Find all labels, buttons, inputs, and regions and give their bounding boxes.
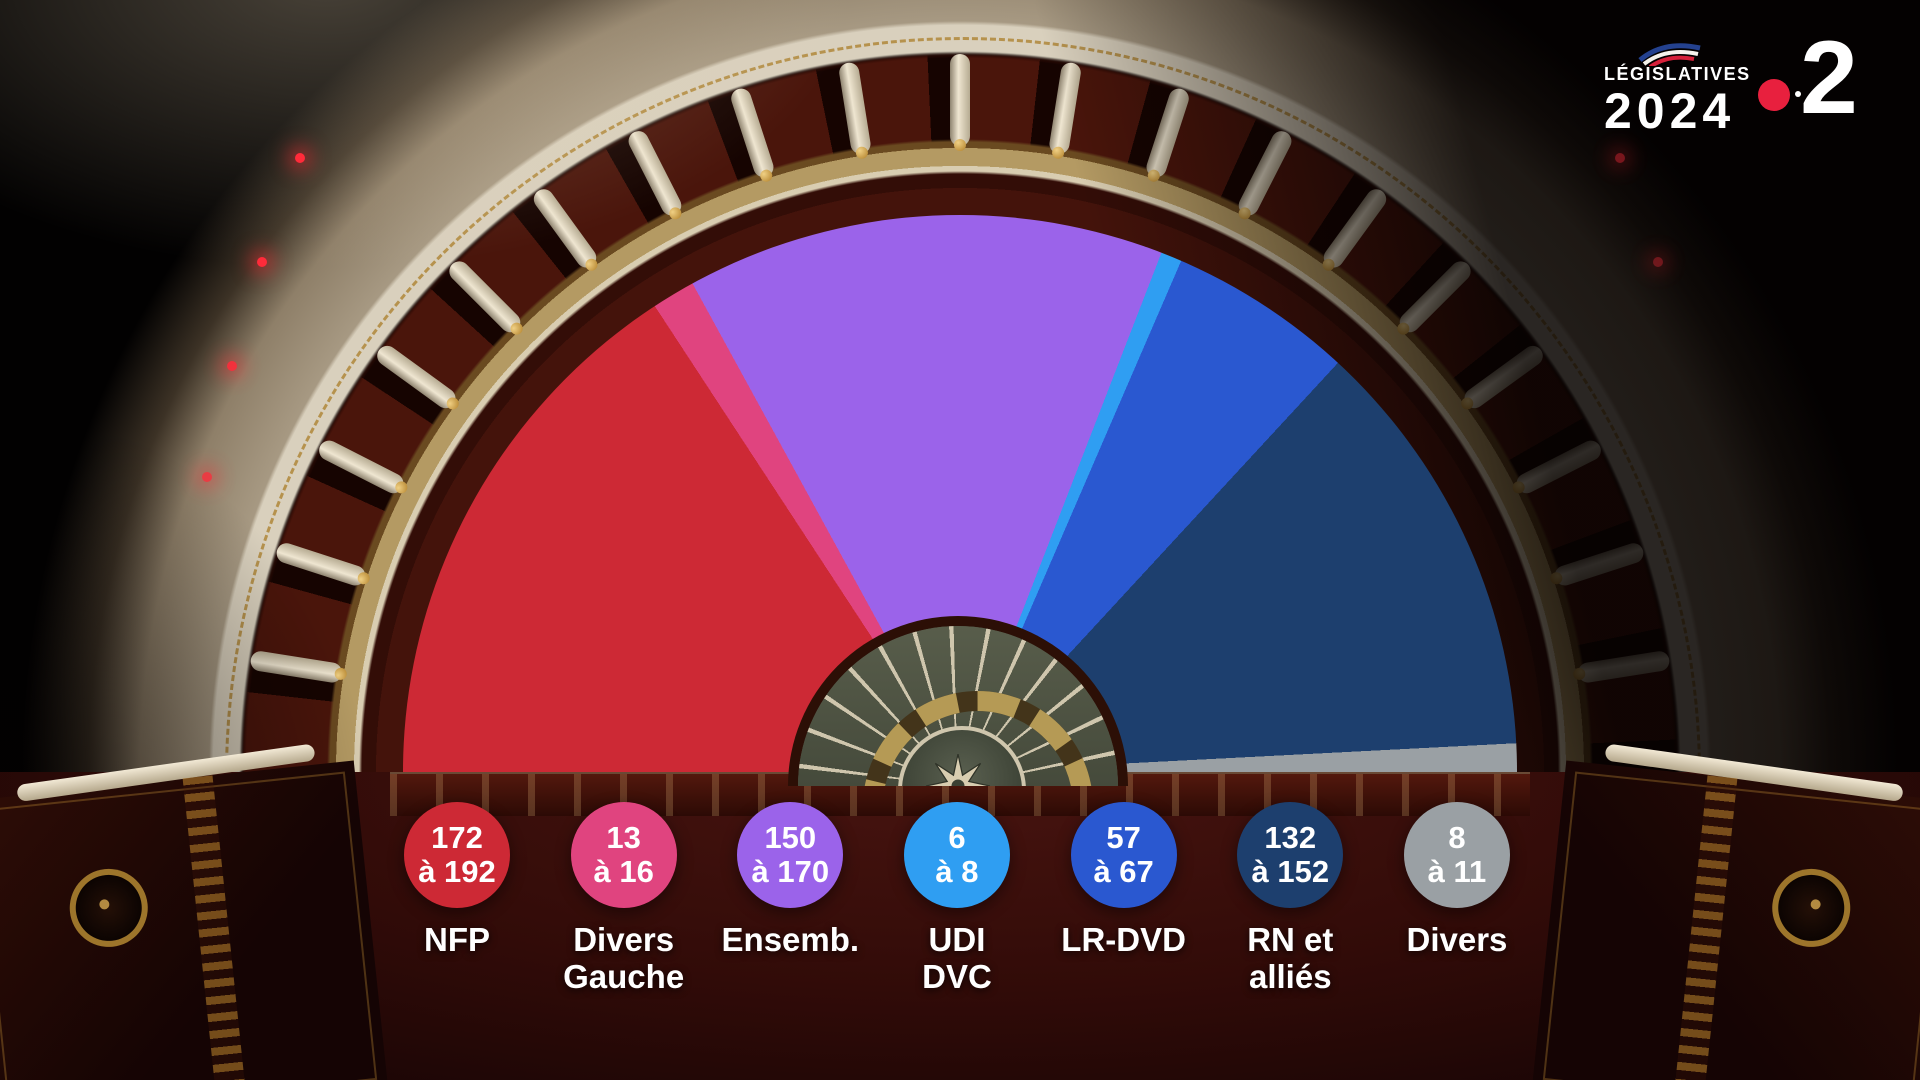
seat-range-min: 6: [948, 820, 966, 855]
red-lamp-icon: [1615, 153, 1625, 163]
party-label-line: Gauche: [563, 958, 685, 995]
party-label: RN et alliés: [1247, 921, 1333, 995]
party-label-line: LR-DVD: [1061, 921, 1186, 958]
party-label-line: Ensemb.: [721, 921, 860, 958]
party-label-line: Divers: [1406, 921, 1508, 958]
seat-range-max: à 11: [1427, 854, 1487, 889]
compass-star-icon: [925, 753, 991, 786]
seat-range-min: 8: [1448, 820, 1466, 855]
seat-range-min: 150: [764, 820, 817, 855]
party-label: NFP: [424, 921, 490, 958]
party-item: 132 à 152 RN et alliés: [1220, 802, 1360, 995]
party-item: 172 à 192 NFP: [387, 802, 527, 995]
party-label: UDI DVC: [922, 921, 992, 995]
seat-range-max: à 192: [418, 854, 496, 889]
seat-range-badge: 172 à 192: [404, 802, 510, 908]
party-label-line: Divers: [573, 921, 675, 958]
party-item: 150 à 170 Ensemb.: [720, 802, 860, 995]
seat-range-min: 13: [606, 820, 641, 855]
seat-range-badge: 6 à 8: [903, 802, 1010, 908]
party-label-line: NFP: [424, 921, 490, 958]
seat-range-badge: 57 à 67: [1070, 802, 1177, 908]
seat-range-badge: 13 à 16: [570, 802, 677, 908]
red-lamp-icon: [202, 472, 212, 482]
red-lamp-icon: [227, 361, 237, 371]
seat-range-min: 57: [1106, 820, 1141, 855]
legislatives-2024-logo: LÉGISLATIVES 2024: [1604, 40, 1751, 136]
seat-range-max: à 8: [935, 854, 979, 889]
party-label-line: RN et: [1247, 921, 1334, 958]
seat-range-badge: 8 à 11: [1403, 802, 1510, 908]
french-flag-swoosh-icon: [1638, 43, 1701, 66]
seat-range-badge: 150 à 170: [737, 802, 844, 908]
event-title: LÉGISLATIVES: [1604, 64, 1751, 84]
party-item: 13 à 16 Divers Gauche: [554, 802, 694, 995]
seat-range-max: à 67: [1093, 854, 1154, 889]
party-label-line: alliés: [1248, 958, 1332, 995]
seat-range-max: à 152: [1251, 854, 1330, 889]
assembly-arch-backdrop: [0, 0, 1920, 772]
seat-range-max: à 16: [593, 854, 654, 889]
balcony-panel-right: [1531, 743, 1920, 1080]
red-lamp-icon: [295, 153, 305, 163]
balcony-panel-left: [0, 743, 389, 1080]
seat-range-max: à 170: [751, 854, 830, 889]
france2-red-dot-icon: [1758, 79, 1790, 111]
event-year: 2024: [1604, 83, 1736, 139]
party-label-line: DVC: [922, 958, 992, 995]
party-item: 6 à 8 UDI DVC: [887, 802, 1027, 995]
red-lamp-icon: [1653, 257, 1663, 267]
party-label: Ensemb.: [722, 921, 860, 958]
france2-channel-number: 2: [1800, 20, 1858, 136]
party-badges-row: 172 à 192 NFP 13 à 16 Divers Gauche 150 à…: [387, 802, 1527, 995]
france2-logo: 2: [1752, 26, 1902, 140]
seat-range-min: 172: [431, 820, 483, 855]
party-label: Divers Gauche: [563, 921, 684, 995]
hemicycle-rosette: [788, 616, 1128, 786]
party-item: 57 à 67 LR-DVD: [1054, 802, 1194, 995]
red-lamp-icon: [257, 257, 267, 267]
party-label: Divers: [1406, 921, 1507, 958]
party-item: 8 à 11 Divers: [1387, 802, 1527, 995]
france2-small-dot-icon: [1795, 91, 1801, 97]
seat-range-min: 132: [1264, 820, 1317, 855]
party-label-line: UDI: [928, 921, 986, 958]
party-label: LR-DVD: [1061, 921, 1186, 958]
seat-range-badge: 132 à 152: [1237, 802, 1344, 908]
